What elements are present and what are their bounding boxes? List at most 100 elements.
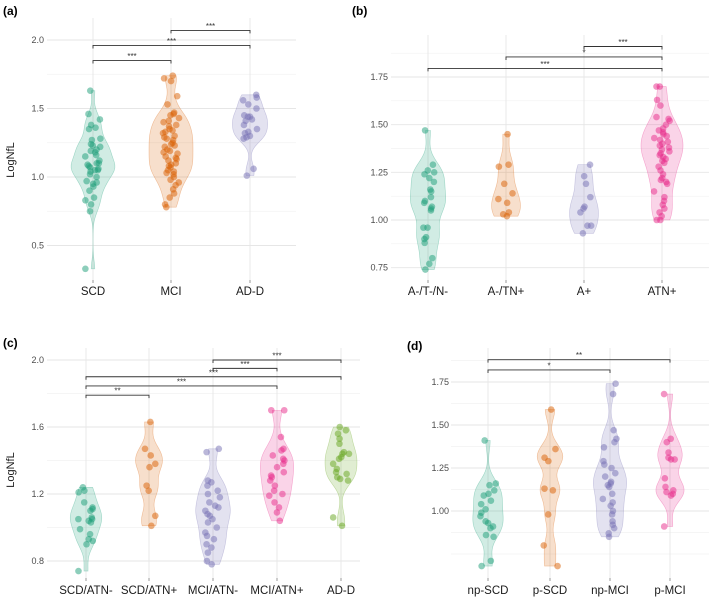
data-point xyxy=(503,199,511,207)
data-point xyxy=(83,177,90,185)
data-point xyxy=(216,494,224,501)
data-point xyxy=(203,540,210,548)
significance-label: *** xyxy=(127,52,136,61)
violin-p-SCD xyxy=(536,409,564,567)
data-point xyxy=(203,557,211,565)
data-point xyxy=(204,519,212,526)
data-point xyxy=(172,121,180,129)
data-point xyxy=(664,138,672,146)
data-point xyxy=(206,499,213,506)
data-point xyxy=(245,101,252,108)
data-point xyxy=(86,207,94,215)
data-point xyxy=(342,427,350,434)
y-tick-label: 2.0 xyxy=(31,35,44,45)
data-point xyxy=(208,561,216,568)
data-point xyxy=(87,519,95,526)
data-point xyxy=(547,406,555,413)
significance-label: *** xyxy=(206,22,215,31)
y-tick-label: 1.2 xyxy=(31,489,44,499)
data-point xyxy=(663,438,671,446)
data-point xyxy=(477,512,484,520)
data-point xyxy=(83,540,90,548)
data-point xyxy=(662,483,669,491)
data-point xyxy=(554,562,561,570)
data-point xyxy=(145,487,152,494)
y-tick-label: 1.25 xyxy=(431,463,449,473)
data-point xyxy=(87,201,95,208)
data-point xyxy=(611,438,618,446)
data-point xyxy=(663,180,671,188)
significance-bracket xyxy=(212,359,342,363)
data-point xyxy=(204,549,212,556)
x-tick-label: p-MCI xyxy=(654,585,685,597)
data-point xyxy=(579,230,587,237)
data-point xyxy=(167,112,174,119)
data-point xyxy=(552,445,559,453)
data-point xyxy=(430,169,438,176)
data-point xyxy=(253,94,261,101)
data-point xyxy=(269,452,277,459)
data-point xyxy=(146,463,153,471)
data-point xyxy=(277,433,285,441)
data-point xyxy=(495,163,503,170)
data-point xyxy=(422,266,429,273)
data-point xyxy=(335,455,343,463)
significance-bracket xyxy=(583,46,663,50)
data-point xyxy=(166,147,174,155)
data-point xyxy=(162,203,170,211)
x-tick-label: MCI xyxy=(160,286,181,298)
panel-label: (d) xyxy=(407,339,422,353)
data-point xyxy=(89,537,97,545)
data-point xyxy=(587,222,595,230)
data-point xyxy=(487,524,494,532)
violin-np-SCD xyxy=(472,440,504,567)
data-point xyxy=(148,522,155,530)
significance-label: *** xyxy=(540,60,549,69)
data-point xyxy=(267,406,275,414)
y-tick-label: 1.5 xyxy=(31,104,44,114)
data-point xyxy=(612,380,619,388)
data-point xyxy=(430,178,438,186)
data-point xyxy=(169,127,176,134)
data-point xyxy=(90,183,97,190)
panel-c: 0.8 1.2 1.6 2.0 (c) LogNfL SCD/ATN- SCD/ATN+ MCI… xyxy=(3,336,360,597)
data-point xyxy=(427,188,435,195)
data-point xyxy=(663,132,671,140)
data-point xyxy=(495,195,502,203)
data-point xyxy=(487,557,495,565)
panel-label: (c) xyxy=(3,336,18,350)
data-point xyxy=(429,254,436,262)
data-point xyxy=(76,525,84,533)
data-point xyxy=(545,457,552,465)
data-point xyxy=(75,515,82,523)
data-point xyxy=(608,511,616,518)
data-point xyxy=(421,170,428,178)
data-point xyxy=(81,153,89,160)
x-tick-label: A-/TN+ xyxy=(488,286,525,298)
data-point xyxy=(271,482,279,489)
panel-d: 1.00 1.25 1.50 1.75 (d) np-SCD p-SCD np-MCI p-MC… xyxy=(407,339,709,597)
significance-bracket xyxy=(487,359,671,363)
data-point xyxy=(210,535,218,543)
data-point xyxy=(541,485,548,492)
data-point xyxy=(214,487,222,494)
data-point xyxy=(280,406,288,414)
data-point xyxy=(660,159,668,167)
data-point xyxy=(586,161,594,169)
y-axis-label: LogNfL xyxy=(5,142,17,177)
data-point xyxy=(96,116,104,123)
significance-label: ** xyxy=(114,387,120,396)
data-point xyxy=(540,542,548,549)
significance-bracket xyxy=(427,67,663,72)
data-point xyxy=(650,134,658,142)
data-point xyxy=(486,481,493,489)
data-point xyxy=(85,125,93,133)
data-point xyxy=(92,151,100,159)
data-point xyxy=(279,460,287,468)
significance-label: *** xyxy=(209,368,218,377)
data-point xyxy=(90,194,98,201)
significance-label: *** xyxy=(618,38,627,47)
data-point xyxy=(86,87,94,94)
data-point xyxy=(169,72,177,79)
data-point xyxy=(653,96,661,104)
